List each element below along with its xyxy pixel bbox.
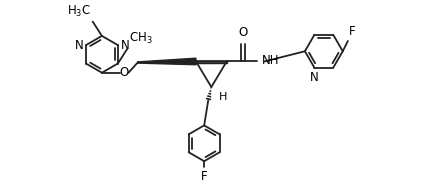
Text: N: N [120,39,129,52]
Text: O: O [238,26,247,40]
Text: H$_3$C: H$_3$C [67,3,91,18]
Text: N: N [74,39,83,52]
Text: F: F [349,25,356,38]
Text: CH$_3$: CH$_3$ [129,31,153,46]
Text: H: H [219,92,227,102]
Text: F: F [201,170,208,183]
Text: NH: NH [261,55,279,67]
Polygon shape [138,58,196,65]
Text: O: O [120,66,129,79]
Text: N: N [310,71,319,84]
